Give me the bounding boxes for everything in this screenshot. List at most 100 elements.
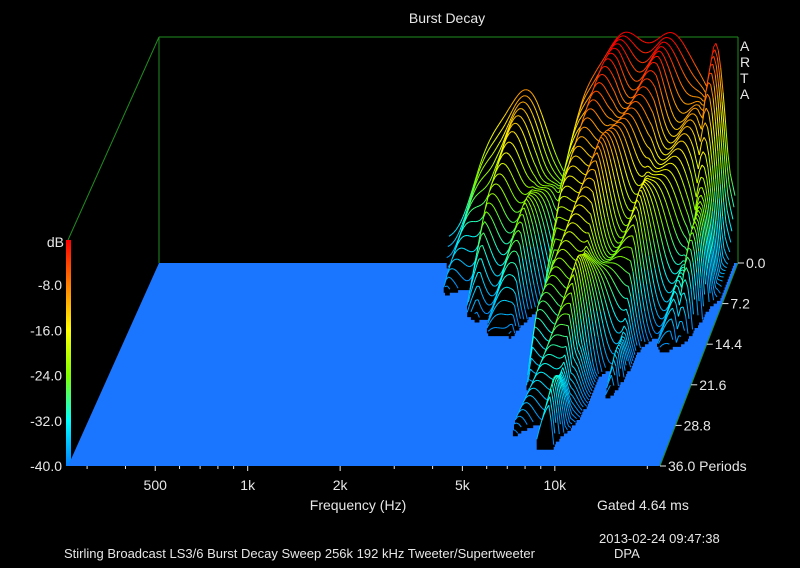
slice-segment: [602, 131, 606, 135]
slice-segment: [529, 90, 533, 95]
slice-segment: [592, 78, 597, 84]
x-tick-labels: 500 1k 2k 5k 10k: [86, 466, 648, 493]
slice-segment: [717, 95, 721, 124]
slice-segment: [697, 81, 701, 86]
slice-segment: [520, 90, 524, 93]
slice-segment: [673, 279, 677, 284]
slice-segment: [616, 358, 620, 377]
slice-segment: [622, 317, 626, 322]
slice-segment: [492, 256, 497, 262]
slice-segment: [702, 206, 706, 219]
slice-segment: [585, 208, 589, 213]
slice-segment: [550, 174, 554, 178]
slice-segment: [556, 367, 560, 370]
slice-segment: [687, 80, 691, 84]
slice-segment: [532, 297, 536, 308]
slice-segment: [449, 242, 453, 246]
slice-segment: [658, 167, 661, 170]
slice-segment: [604, 299, 608, 309]
slice-segment: [682, 71, 686, 77]
slice-segment: [593, 180, 597, 192]
slice-segment: [512, 240, 516, 244]
slice-segment: [677, 307, 682, 317]
slice-segment: [694, 221, 698, 228]
slice-segment: [550, 295, 554, 300]
slice-segment: [626, 217, 630, 220]
slice-segment: [725, 223, 729, 235]
slice-segment: [573, 367, 578, 373]
slice-segment: [448, 234, 452, 237]
slice-segment: [623, 325, 628, 331]
slice-segment: [602, 255, 606, 260]
slice-segment: [613, 157, 617, 168]
slice-segment: [616, 69, 620, 77]
slice-segment: [554, 334, 558, 336]
slice-segment: [565, 164, 570, 173]
slice-segment: [595, 260, 599, 264]
slice-segment: [500, 287, 504, 292]
slice-segment: [606, 227, 610, 237]
slice-segment: [641, 175, 645, 178]
slice-segment: [574, 146, 578, 150]
slice-segment: [681, 53, 685, 59]
slice-segment: [589, 99, 593, 103]
slice-segment: [448, 276, 452, 279]
slice-segment: [598, 68, 602, 75]
slice-segment: [710, 127, 714, 151]
slice-segment: [555, 276, 559, 280]
slice-segment: [518, 173, 522, 179]
slice-segment: [464, 264, 468, 267]
slice-segment: [563, 248, 567, 252]
slice-segment: [676, 107, 681, 112]
slice-segment: [629, 152, 633, 160]
slice-segment: [665, 163, 669, 166]
slice-segment: [550, 421, 555, 445]
slice-segment: [503, 286, 507, 289]
slice-segment: [624, 170, 629, 179]
slice-segment: [649, 148, 653, 154]
slice-segment: [495, 135, 499, 140]
slice-segment: [656, 50, 660, 53]
slice-segment: [657, 81, 662, 91]
slice-segment: [672, 163, 676, 167]
slice-segment: [631, 107, 635, 110]
slice-segment: [685, 208, 689, 216]
slice-segment: [621, 71, 626, 78]
slice-segment: [610, 125, 614, 129]
slice-segment: [510, 171, 514, 178]
slice-segment: [490, 300, 495, 305]
slice-segment: [687, 110, 691, 115]
slice-segment: [664, 185, 668, 191]
slice-segment: [599, 226, 603, 237]
slice-segment: [721, 155, 726, 189]
slice-segment: [653, 99, 657, 108]
slice-segment: [548, 183, 551, 185]
slice-segment: [625, 42, 629, 47]
slice-segment: [500, 148, 504, 156]
slice-segment: [662, 283, 666, 290]
slice-segment: [600, 119, 604, 124]
slice-segment: [620, 83, 625, 90]
slice-segment: [600, 150, 604, 160]
slice-segment: [608, 236, 613, 244]
y-tick-label: -40.0: [30, 458, 62, 474]
slice-segment: [619, 64, 623, 72]
slice-segment: [597, 337, 602, 350]
slice-segment: [650, 57, 654, 62]
slice-segment: [557, 239, 561, 241]
slice-segment: [517, 415, 521, 418]
slice-segment: [606, 115, 610, 119]
slice-segment: [618, 76, 622, 84]
slice-segment: [718, 84, 722, 112]
slice-segment: [575, 138, 579, 144]
z-tick-labels: 0.07.214.421.628.836.0 Periods: [660, 255, 766, 474]
slice-segment: [663, 229, 667, 240]
slice-segment: [633, 133, 638, 140]
slice-segment: [456, 248, 460, 251]
slice-segment: [546, 156, 550, 163]
slice-segment: [557, 245, 561, 253]
slice-segment: [494, 273, 498, 277]
slice-segment: [582, 217, 586, 221]
slice-segment: [536, 352, 541, 357]
slice-segment: [620, 236, 624, 239]
